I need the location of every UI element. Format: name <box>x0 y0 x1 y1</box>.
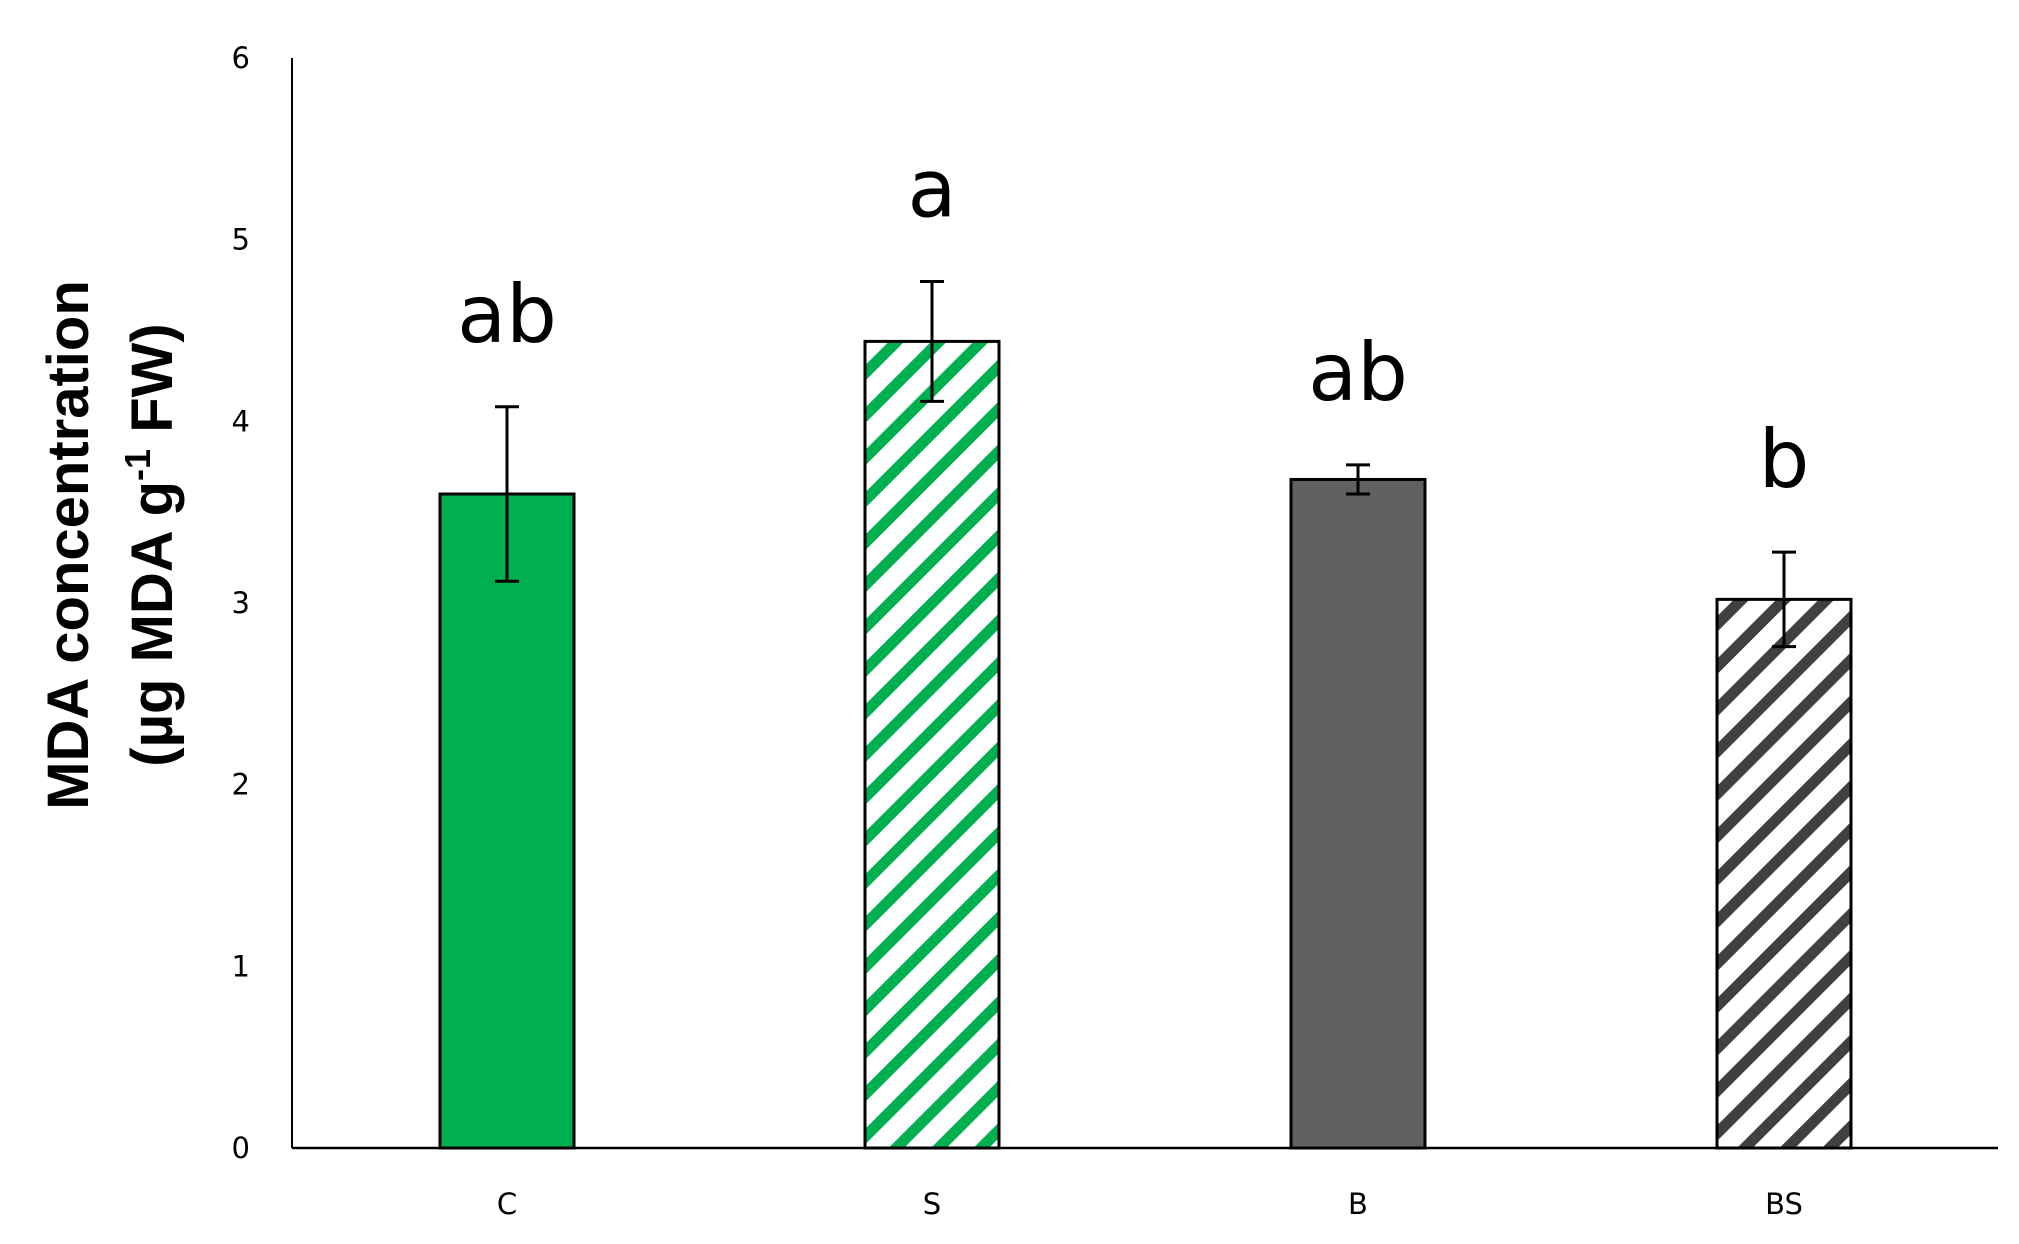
significance-letter-s: a <box>907 142 956 235</box>
y-tick-label: 4 <box>232 404 250 438</box>
significance-letter-bs: b <box>1759 413 1810 506</box>
x-category-label-bs: BS <box>1765 1187 1803 1221</box>
y-axis-label: MDA concentration (µg MDA g-1 FW) <box>36 280 185 810</box>
y-axis-ticks: 0 1 2 3 4 5 6 <box>232 41 250 1165</box>
y-axis-label-unit-suffix: FW) <box>120 323 185 449</box>
error-bar-s <box>920 279 944 403</box>
bar-c <box>438 492 576 1150</box>
bar-bs <box>1715 597 1853 1150</box>
y-tick-label: 2 <box>232 768 250 802</box>
error-bar-bs <box>1772 550 1796 649</box>
bars <box>438 339 1853 1150</box>
y-tick-label: 3 <box>232 586 250 620</box>
y-axis-label-line1: MDA concentration <box>36 280 101 810</box>
y-tick-label: 0 <box>232 1131 250 1165</box>
significance-letter-c: ab <box>457 268 557 361</box>
y-tick-label: 5 <box>232 223 250 257</box>
error-bar-b <box>1346 463 1370 496</box>
significance-letters: ab a ab b <box>457 142 1809 506</box>
y-axis-label-unit-prefix: (µg MDA g <box>120 481 185 767</box>
x-category-label-b: B <box>1348 1187 1368 1221</box>
bar-b <box>1289 477 1427 1150</box>
x-category-label-c: C <box>497 1187 517 1221</box>
error-bars <box>495 279 1796 649</box>
x-axis-categories: C S B BS <box>497 1187 1803 1221</box>
y-axis-label-unit-sup: -1 <box>117 449 158 481</box>
y-tick-label: 6 <box>232 41 250 75</box>
bar-s <box>863 339 1001 1150</box>
x-category-label-s: S <box>923 1187 941 1221</box>
y-axis-label-line2: (µg MDA g-1 FW) <box>117 323 185 766</box>
y-tick-label: 1 <box>232 949 250 983</box>
significance-letter-b: ab <box>1308 326 1408 419</box>
error-bar-c <box>495 405 519 583</box>
